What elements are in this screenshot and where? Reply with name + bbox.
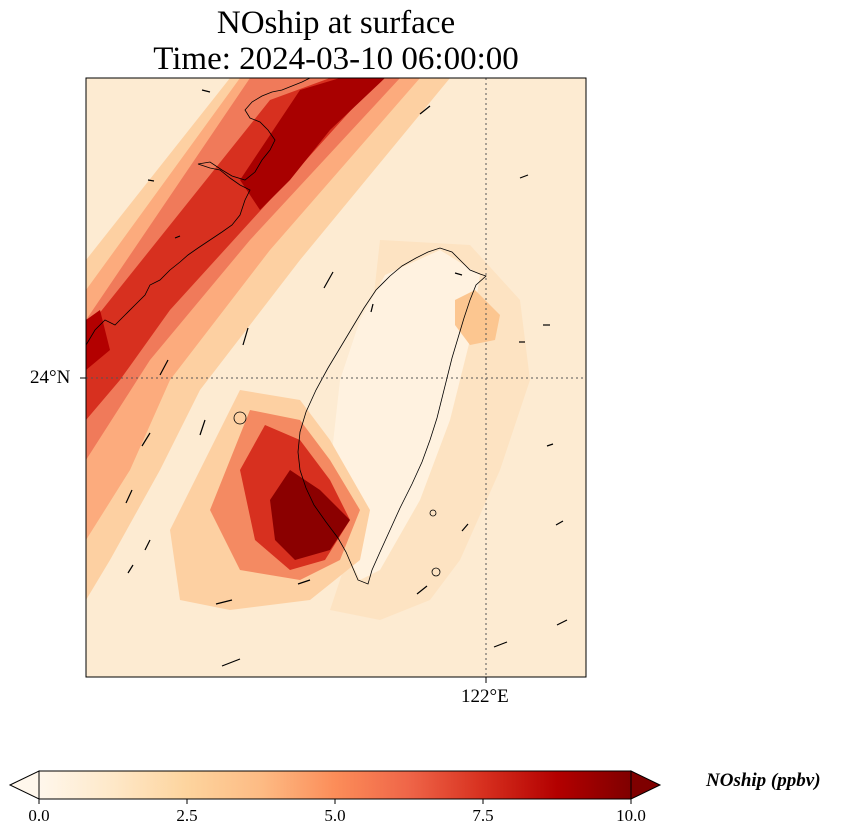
colorbar-bar (38, 770, 632, 800)
colorbar (8, 770, 662, 804)
map-title-line1: NOship at surface (216, 5, 456, 41)
map-panel (80, 77, 587, 683)
concentration-band-core (86, 78, 380, 420)
colorbar-extend-min (8, 770, 40, 800)
colorbar-tick-label: 7.5 (472, 806, 494, 825)
longitude-tick-label: 122°E (461, 686, 509, 707)
island-small (431, 567, 441, 577)
coastline-mainland (86, 78, 311, 346)
colorbar-tick-label: 5.0 (324, 806, 346, 825)
island-penghu (233, 411, 247, 425)
colorbar-label: NOship (ppbv) (706, 770, 821, 791)
colorbar-tick-label: 10.0 (616, 806, 646, 825)
east-spot (455, 290, 500, 345)
colorbar-tick-label: 2.5 (176, 806, 198, 825)
colorbar-tickmarks (38, 799, 632, 804)
concentration-band-taiwan (330, 250, 480, 580)
concentration-band-mid (86, 78, 420, 540)
map-title-line2: Time: 2024-03-10 06:00:00 (153, 41, 519, 77)
coastline-taiwan (297, 247, 487, 585)
south-plume-peak (270, 470, 350, 560)
concentration-band-peak-north (240, 78, 385, 210)
wind-vectors (125, 89, 568, 667)
colorbar-extend-max (630, 770, 662, 800)
latitude-tick-label: 24°N (30, 367, 71, 388)
colorbar-tick-label: 0.0 (28, 806, 50, 825)
island-small (429, 509, 437, 517)
concentration-band-peak-west (86, 310, 110, 370)
